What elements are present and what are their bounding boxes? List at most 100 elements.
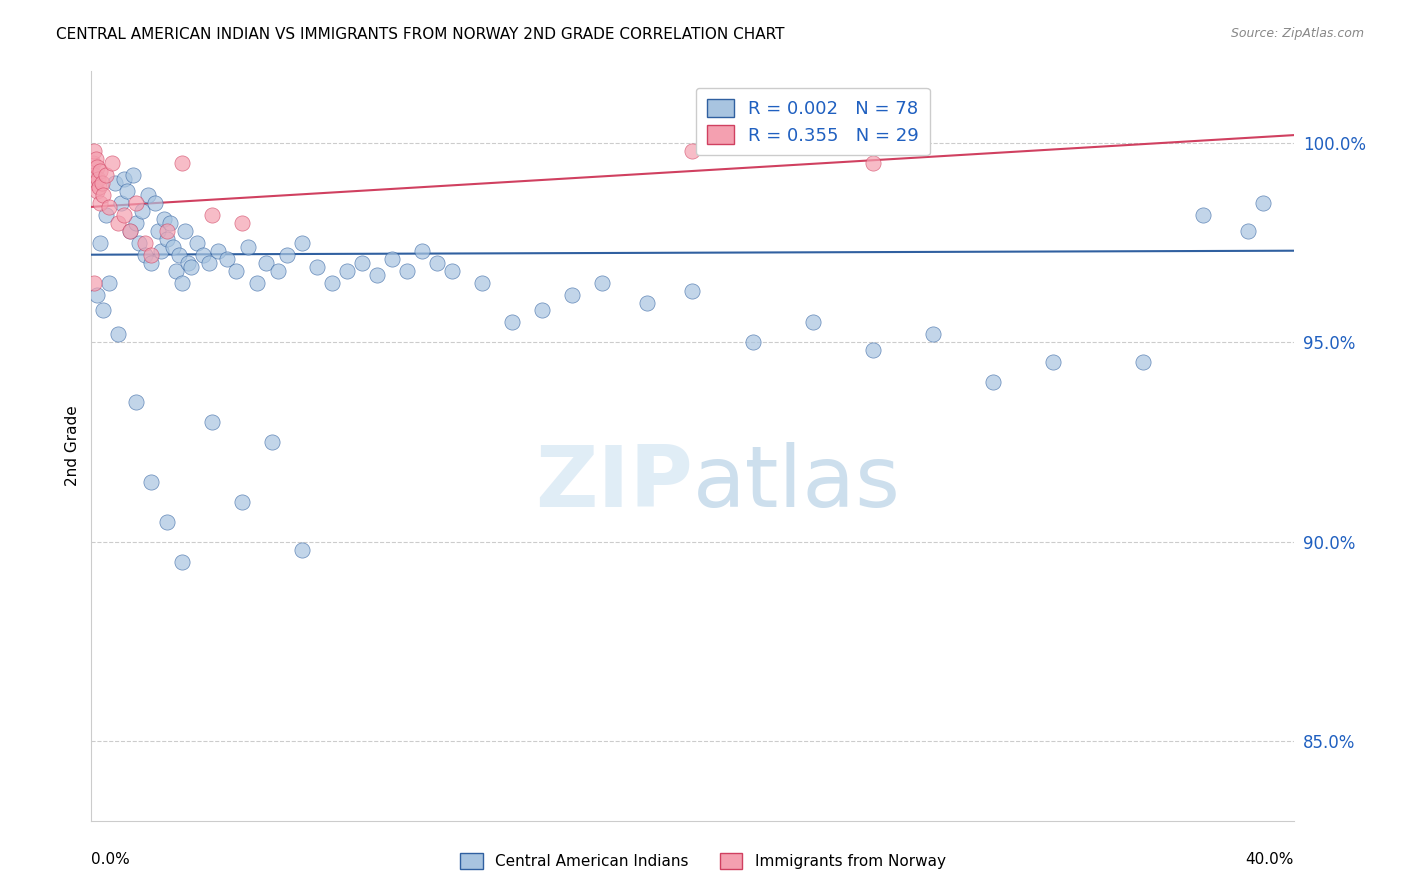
Point xyxy=(186,235,208,250)
Point xyxy=(862,156,884,170)
Point xyxy=(441,263,464,277)
Point xyxy=(231,495,253,509)
Point xyxy=(104,176,127,190)
Point xyxy=(197,255,219,269)
Point xyxy=(141,475,163,489)
Point xyxy=(167,248,190,262)
Point xyxy=(291,235,314,250)
Point xyxy=(201,208,224,222)
Point xyxy=(215,252,238,266)
Point xyxy=(93,303,115,318)
Legend: Central American Indians, Immigrants from Norway: Central American Indians, Immigrants fro… xyxy=(454,847,952,875)
Point xyxy=(170,156,193,170)
Point xyxy=(207,244,229,258)
Point xyxy=(191,248,214,262)
Point xyxy=(395,263,418,277)
Point xyxy=(107,327,129,342)
Point xyxy=(82,156,104,170)
Point xyxy=(131,203,153,218)
Point xyxy=(201,415,224,429)
Point xyxy=(173,224,195,238)
Point xyxy=(120,224,142,238)
Point xyxy=(84,176,107,190)
Point xyxy=(101,156,124,170)
Text: ZIP: ZIP xyxy=(534,442,692,525)
Point xyxy=(267,263,290,277)
Point xyxy=(1132,355,1154,369)
Point xyxy=(125,195,148,210)
Point xyxy=(225,263,247,277)
Point xyxy=(89,195,111,210)
Point xyxy=(98,276,121,290)
Text: 40.0%: 40.0% xyxy=(1246,852,1294,867)
Point xyxy=(180,260,202,274)
Point xyxy=(86,287,108,301)
Point xyxy=(236,240,259,254)
Point xyxy=(1253,195,1275,210)
Point xyxy=(83,276,105,290)
Point xyxy=(162,240,184,254)
Point xyxy=(681,144,703,158)
Point xyxy=(170,276,193,290)
Point xyxy=(561,287,583,301)
Point xyxy=(246,276,269,290)
Text: CENTRAL AMERICAN INDIAN VS IMMIGRANTS FROM NORWAY 2ND GRADE CORRELATION CHART: CENTRAL AMERICAN INDIAN VS IMMIGRANTS FR… xyxy=(56,27,785,42)
Point xyxy=(138,188,160,202)
Point xyxy=(114,172,136,186)
Point xyxy=(83,168,105,182)
Point xyxy=(89,235,111,250)
Point xyxy=(176,255,198,269)
Point xyxy=(981,376,1004,390)
Point xyxy=(122,168,145,182)
Point xyxy=(165,263,187,277)
Point xyxy=(134,248,156,262)
Point xyxy=(155,224,177,238)
Point xyxy=(591,276,613,290)
Point xyxy=(1042,355,1064,369)
Y-axis label: 2nd Grade: 2nd Grade xyxy=(65,406,80,486)
Point xyxy=(231,216,253,230)
Point xyxy=(1192,208,1215,222)
Point xyxy=(143,195,166,210)
Point xyxy=(636,295,658,310)
Point xyxy=(260,435,283,450)
Point xyxy=(350,255,373,269)
Point xyxy=(681,284,703,298)
Point xyxy=(411,244,433,258)
Point xyxy=(159,216,181,230)
Point xyxy=(93,188,115,202)
Point xyxy=(117,184,139,198)
Point xyxy=(152,211,174,226)
Point xyxy=(89,164,111,178)
Point xyxy=(155,515,177,529)
Point xyxy=(366,268,388,282)
Point xyxy=(381,252,404,266)
Point xyxy=(276,248,298,262)
Point xyxy=(90,176,112,190)
Point xyxy=(120,224,142,238)
Text: 0.0%: 0.0% xyxy=(91,852,131,867)
Point xyxy=(83,144,105,158)
Point xyxy=(149,244,172,258)
Point xyxy=(86,160,108,174)
Point xyxy=(336,263,359,277)
Point xyxy=(84,152,107,166)
Text: Source: ZipAtlas.com: Source: ZipAtlas.com xyxy=(1230,27,1364,40)
Point xyxy=(125,395,148,409)
Point xyxy=(87,172,110,186)
Point xyxy=(291,542,314,557)
Point xyxy=(86,184,108,198)
Point xyxy=(170,555,193,569)
Text: atlas: atlas xyxy=(692,442,900,525)
Point xyxy=(114,208,136,222)
Point xyxy=(1237,224,1260,238)
Point xyxy=(321,276,343,290)
Legend: R = 0.002   N = 78, R = 0.355   N = 29: R = 0.002 N = 78, R = 0.355 N = 29 xyxy=(696,88,929,155)
Point xyxy=(471,276,494,290)
Point xyxy=(96,208,118,222)
Point xyxy=(501,315,523,329)
Point xyxy=(141,255,163,269)
Point xyxy=(125,216,148,230)
Point xyxy=(741,335,763,350)
Point xyxy=(305,260,328,274)
